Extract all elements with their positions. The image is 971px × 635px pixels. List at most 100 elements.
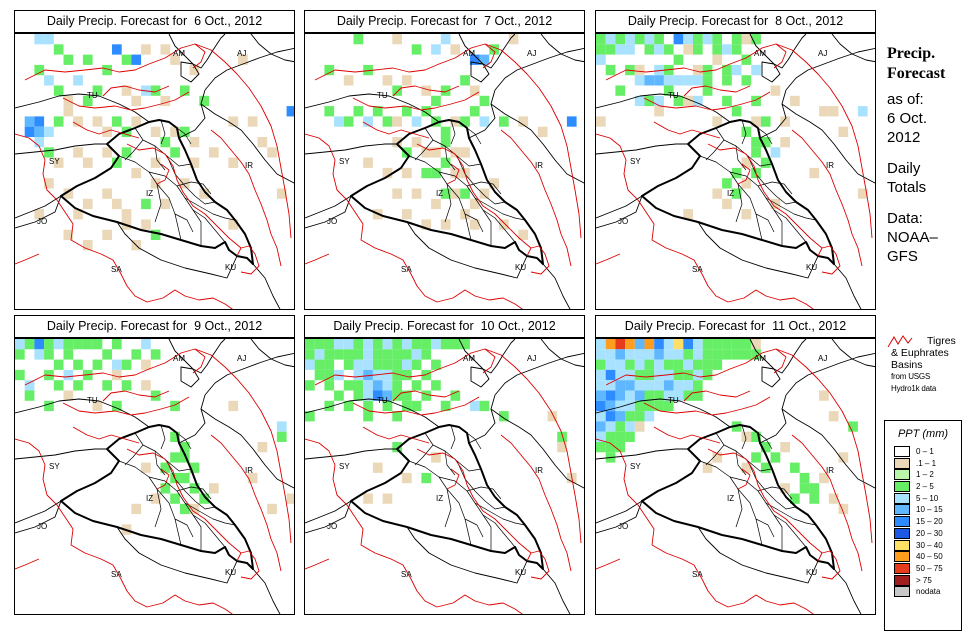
province-border	[456, 155, 506, 205]
precip-cell	[314, 339, 325, 350]
basin-boundary	[305, 253, 330, 265]
panel-title: Daily Precip. Forecast for 11 Oct., 2012	[595, 315, 876, 338]
precip-cell	[460, 75, 470, 86]
precip-cell	[34, 349, 45, 360]
precip-cell	[693, 349, 703, 360]
precip-cell	[760, 116, 771, 127]
precip-cell	[693, 339, 703, 350]
precip-cell	[673, 349, 684, 360]
panel-title: Daily Precip. Forecast for 9 Oct., 2012	[14, 315, 295, 338]
precip-cell	[673, 95, 684, 107]
country-label-tu: TU	[668, 91, 679, 100]
precip-cell	[63, 54, 74, 65]
basin-boundary	[236, 245, 260, 275]
province-border	[757, 486, 793, 500]
precip-cell	[663, 44, 674, 55]
basin-boundary	[416, 143, 532, 249]
precip-cell	[731, 34, 742, 45]
precip-cell	[819, 106, 829, 117]
precip-cell	[673, 359, 684, 370]
precip-cell	[644, 369, 655, 381]
precip-cell	[112, 359, 122, 370]
precip-cell	[741, 209, 752, 220]
precip-cell	[324, 400, 335, 412]
precip-cell	[102, 64, 112, 76]
country-label-iz: IZ	[146, 494, 153, 503]
country-label-sa: SA	[111, 570, 122, 579]
basin-boundary	[605, 43, 873, 239]
precip-cell	[741, 157, 752, 168]
country-border	[494, 47, 584, 91]
precip-cell	[324, 64, 335, 76]
country-border	[15, 500, 62, 524]
precip-cell	[343, 380, 354, 391]
precip-cell	[305, 411, 315, 422]
precip-cell	[605, 442, 616, 453]
precip-cell	[760, 157, 771, 168]
precip-cell	[170, 493, 180, 504]
precip-cell	[625, 390, 635, 401]
precip-cell	[780, 137, 790, 148]
precip-cell	[596, 359, 606, 370]
precip-cell	[73, 116, 83, 127]
precip-cell	[499, 219, 509, 230]
basin-boundary	[362, 121, 430, 139]
precip-cell	[286, 106, 294, 117]
country-border	[494, 352, 584, 396]
precip-cell	[440, 85, 451, 96]
precip-cell	[751, 431, 761, 442]
precip-cell	[615, 85, 626, 96]
precip-cell	[411, 339, 422, 350]
precip-cell	[421, 472, 432, 484]
precip-cell	[421, 147, 432, 158]
precip-cell	[411, 116, 422, 127]
province-border	[765, 197, 817, 221]
precip-cell	[683, 349, 693, 360]
country-border	[116, 526, 238, 584]
iraq-border	[350, 119, 544, 265]
country-border	[596, 195, 643, 219]
basin-boundary	[653, 121, 721, 139]
country-label-am: AM	[173, 49, 185, 58]
precip-cell	[489, 178, 499, 189]
precip-cell	[605, 400, 616, 412]
country-border	[180, 61, 200, 83]
asof-year: 2012	[887, 129, 921, 146]
precip-cell	[286, 493, 294, 504]
precip-cell	[131, 116, 142, 127]
precip-cell	[702, 339, 713, 350]
precip-cell	[596, 349, 606, 360]
basin-boundary	[362, 426, 430, 444]
country-border	[15, 448, 107, 460]
asof-date: 6 Oct.	[887, 110, 928, 127]
country-border	[406, 221, 528, 279]
precip-cell	[625, 359, 635, 370]
basin-boundary	[683, 85, 751, 97]
precip-cell	[722, 178, 732, 189]
precip-cell	[469, 219, 480, 230]
precip-cell	[605, 421, 616, 432]
precip-cell	[751, 452, 761, 463]
precip-cell	[382, 75, 393, 86]
precip-cell	[353, 359, 364, 370]
precip-cell	[712, 359, 723, 370]
country-border	[540, 339, 584, 368]
precip-cell	[615, 390, 626, 401]
precip-cell	[702, 462, 713, 473]
precip-cell	[363, 400, 373, 412]
map-svg: AM AJ TU SY IR JO SA KU IZ	[305, 34, 584, 309]
province-border	[408, 155, 452, 223]
ppt-legend-swatch	[894, 457, 910, 469]
precip-cell	[392, 359, 402, 370]
ppt-legend-item: 1 – 2	[894, 469, 961, 481]
country-border	[305, 398, 440, 428]
precip-cell	[421, 369, 432, 381]
province-border	[184, 502, 236, 526]
precip-cell	[431, 147, 441, 158]
country-label-ku: KU	[806, 568, 817, 577]
precip-cell	[53, 85, 64, 96]
precip-cell	[257, 442, 268, 453]
precip-cell	[537, 126, 548, 137]
precip-cell	[683, 75, 693, 86]
precip-cell	[199, 493, 209, 504]
